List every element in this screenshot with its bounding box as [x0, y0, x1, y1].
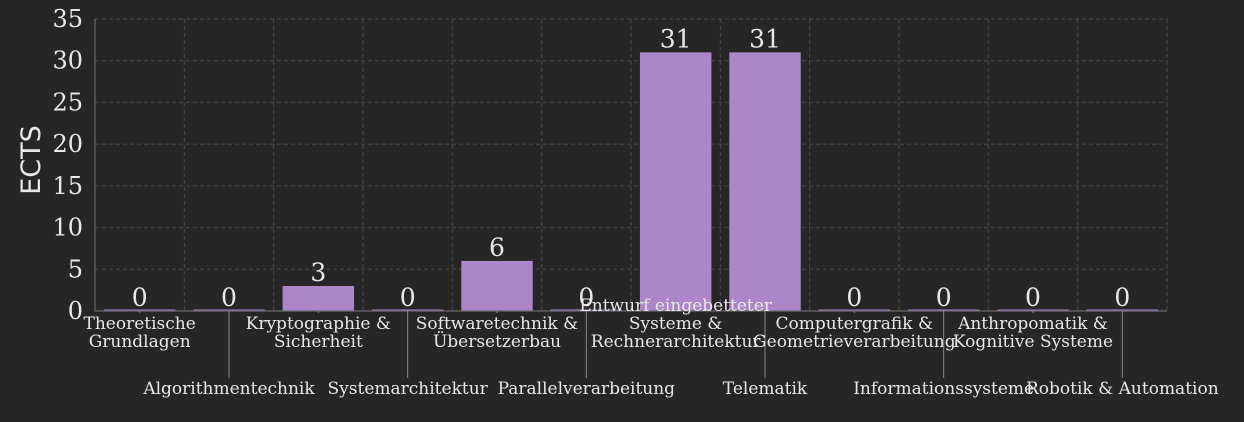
y-tick-label: 15 [52, 172, 83, 200]
x-tick-label-line: Informationssysteme [853, 379, 1034, 399]
x-tick-label: Computergrafik & Geometrieverarbeitung [753, 314, 956, 352]
x-tick-label-line: Theoretische [84, 314, 196, 334]
x-tick-label-line: Entwurf eingebetteter [579, 296, 772, 316]
data-label: 0 [1114, 283, 1130, 312]
data-label: 0 [1025, 283, 1041, 312]
bar [1086, 309, 1159, 311]
x-tick-label-line: Geometrieverarbeitung [753, 332, 956, 352]
x-tick-label: Informationssysteme [853, 379, 1034, 399]
bar [193, 309, 265, 311]
data-label: 31 [749, 24, 781, 53]
bars [103, 52, 1159, 311]
x-tick-label-line: Systemarchitektur [328, 379, 489, 399]
y-tick-label: 10 [52, 214, 83, 242]
grid [94, 18, 1168, 312]
x-tick-label-line: Übersetzerbau [433, 331, 561, 352]
x-tick-label: Anthropomatik & Kognitive Systeme [953, 314, 1113, 352]
bar [371, 309, 444, 311]
bar [639, 52, 712, 311]
bar [729, 52, 801, 311]
bar [907, 309, 980, 311]
y-tick-label: 20 [52, 130, 83, 158]
x-tick-label: Theoretische Grundlagen [84, 314, 196, 352]
data-label: 0 [400, 283, 416, 312]
x-tick-label-line: Algorithmentechnik [142, 379, 315, 399]
data-label: 6 [489, 233, 505, 262]
y-tick-label: 35 [52, 5, 83, 33]
data-label: 0 [936, 283, 952, 312]
data-label: 31 [660, 24, 692, 53]
data-label: 0 [578, 283, 594, 312]
x-tick-label: Telematik [723, 379, 808, 399]
x-tick-label: Entwurf eingebetteter Systeme & Rechnerarc… [579, 296, 772, 352]
bar [550, 309, 623, 311]
data-label: 0 [221, 283, 237, 312]
y-tick-label: 0 [68, 297, 83, 325]
x-tick-label: Robotik & Automation [1026, 379, 1219, 399]
data-label: 0 [132, 283, 148, 312]
x-tick-label: Softwaretechnik & Übersetzerbau [416, 314, 578, 352]
bar [997, 309, 1069, 311]
bar [282, 285, 355, 311]
x-tick-label-line: Parallelverarbeitung [498, 379, 676, 399]
data-label: 3 [310, 258, 326, 287]
x-tick-label: Algorithmentechnik [142, 379, 315, 399]
data-labels: 0 0 3 0 6 0 31 31 0 0 0 0 [132, 24, 1131, 312]
x-tick-label: Systemarchitektur [328, 379, 489, 399]
x-tick-label-line: Anthropomatik & [957, 314, 1108, 334]
x-tick-label-line: Rechnerarchitektur [591, 332, 762, 352]
x-tick-label: Kryptographie & Sicherheit [246, 314, 391, 352]
x-tick-label-line: Systeme & [629, 314, 723, 334]
bar [818, 309, 891, 311]
bar [103, 309, 176, 311]
x-tick-label-line: Robotik & Automation [1026, 379, 1219, 399]
x-tick-label-line: Softwaretechnik & [416, 314, 578, 334]
y-axis-label: ECTS [16, 125, 47, 195]
x-tick-labels: Theoretische Grundlagen Algorithmentechnik… [84, 295, 1219, 399]
x-tick-label-line: Sicherheit [274, 332, 363, 352]
x-tick-label-line: Computergrafik & [776, 314, 934, 334]
y-tick-label: 5 [68, 255, 83, 283]
y-tick-label: 30 [52, 47, 83, 75]
x-tick-label-line: Telematik [723, 379, 808, 399]
x-tick-label-line: Kryptographie & [246, 314, 391, 334]
x-tick-label: Parallelverarbeitung [498, 379, 676, 399]
y-tick-label: 25 [52, 88, 83, 116]
data-label: 0 [846, 283, 862, 312]
axes [94, 19, 1167, 312]
x-tick-label-line: Grundlagen [89, 332, 191, 352]
x-tick-label-line: Kognitive Systeme [953, 332, 1113, 352]
bar [461, 260, 533, 311]
y-tick-labels: 0 5 10 15 20 25 30 35 [52, 5, 83, 325]
